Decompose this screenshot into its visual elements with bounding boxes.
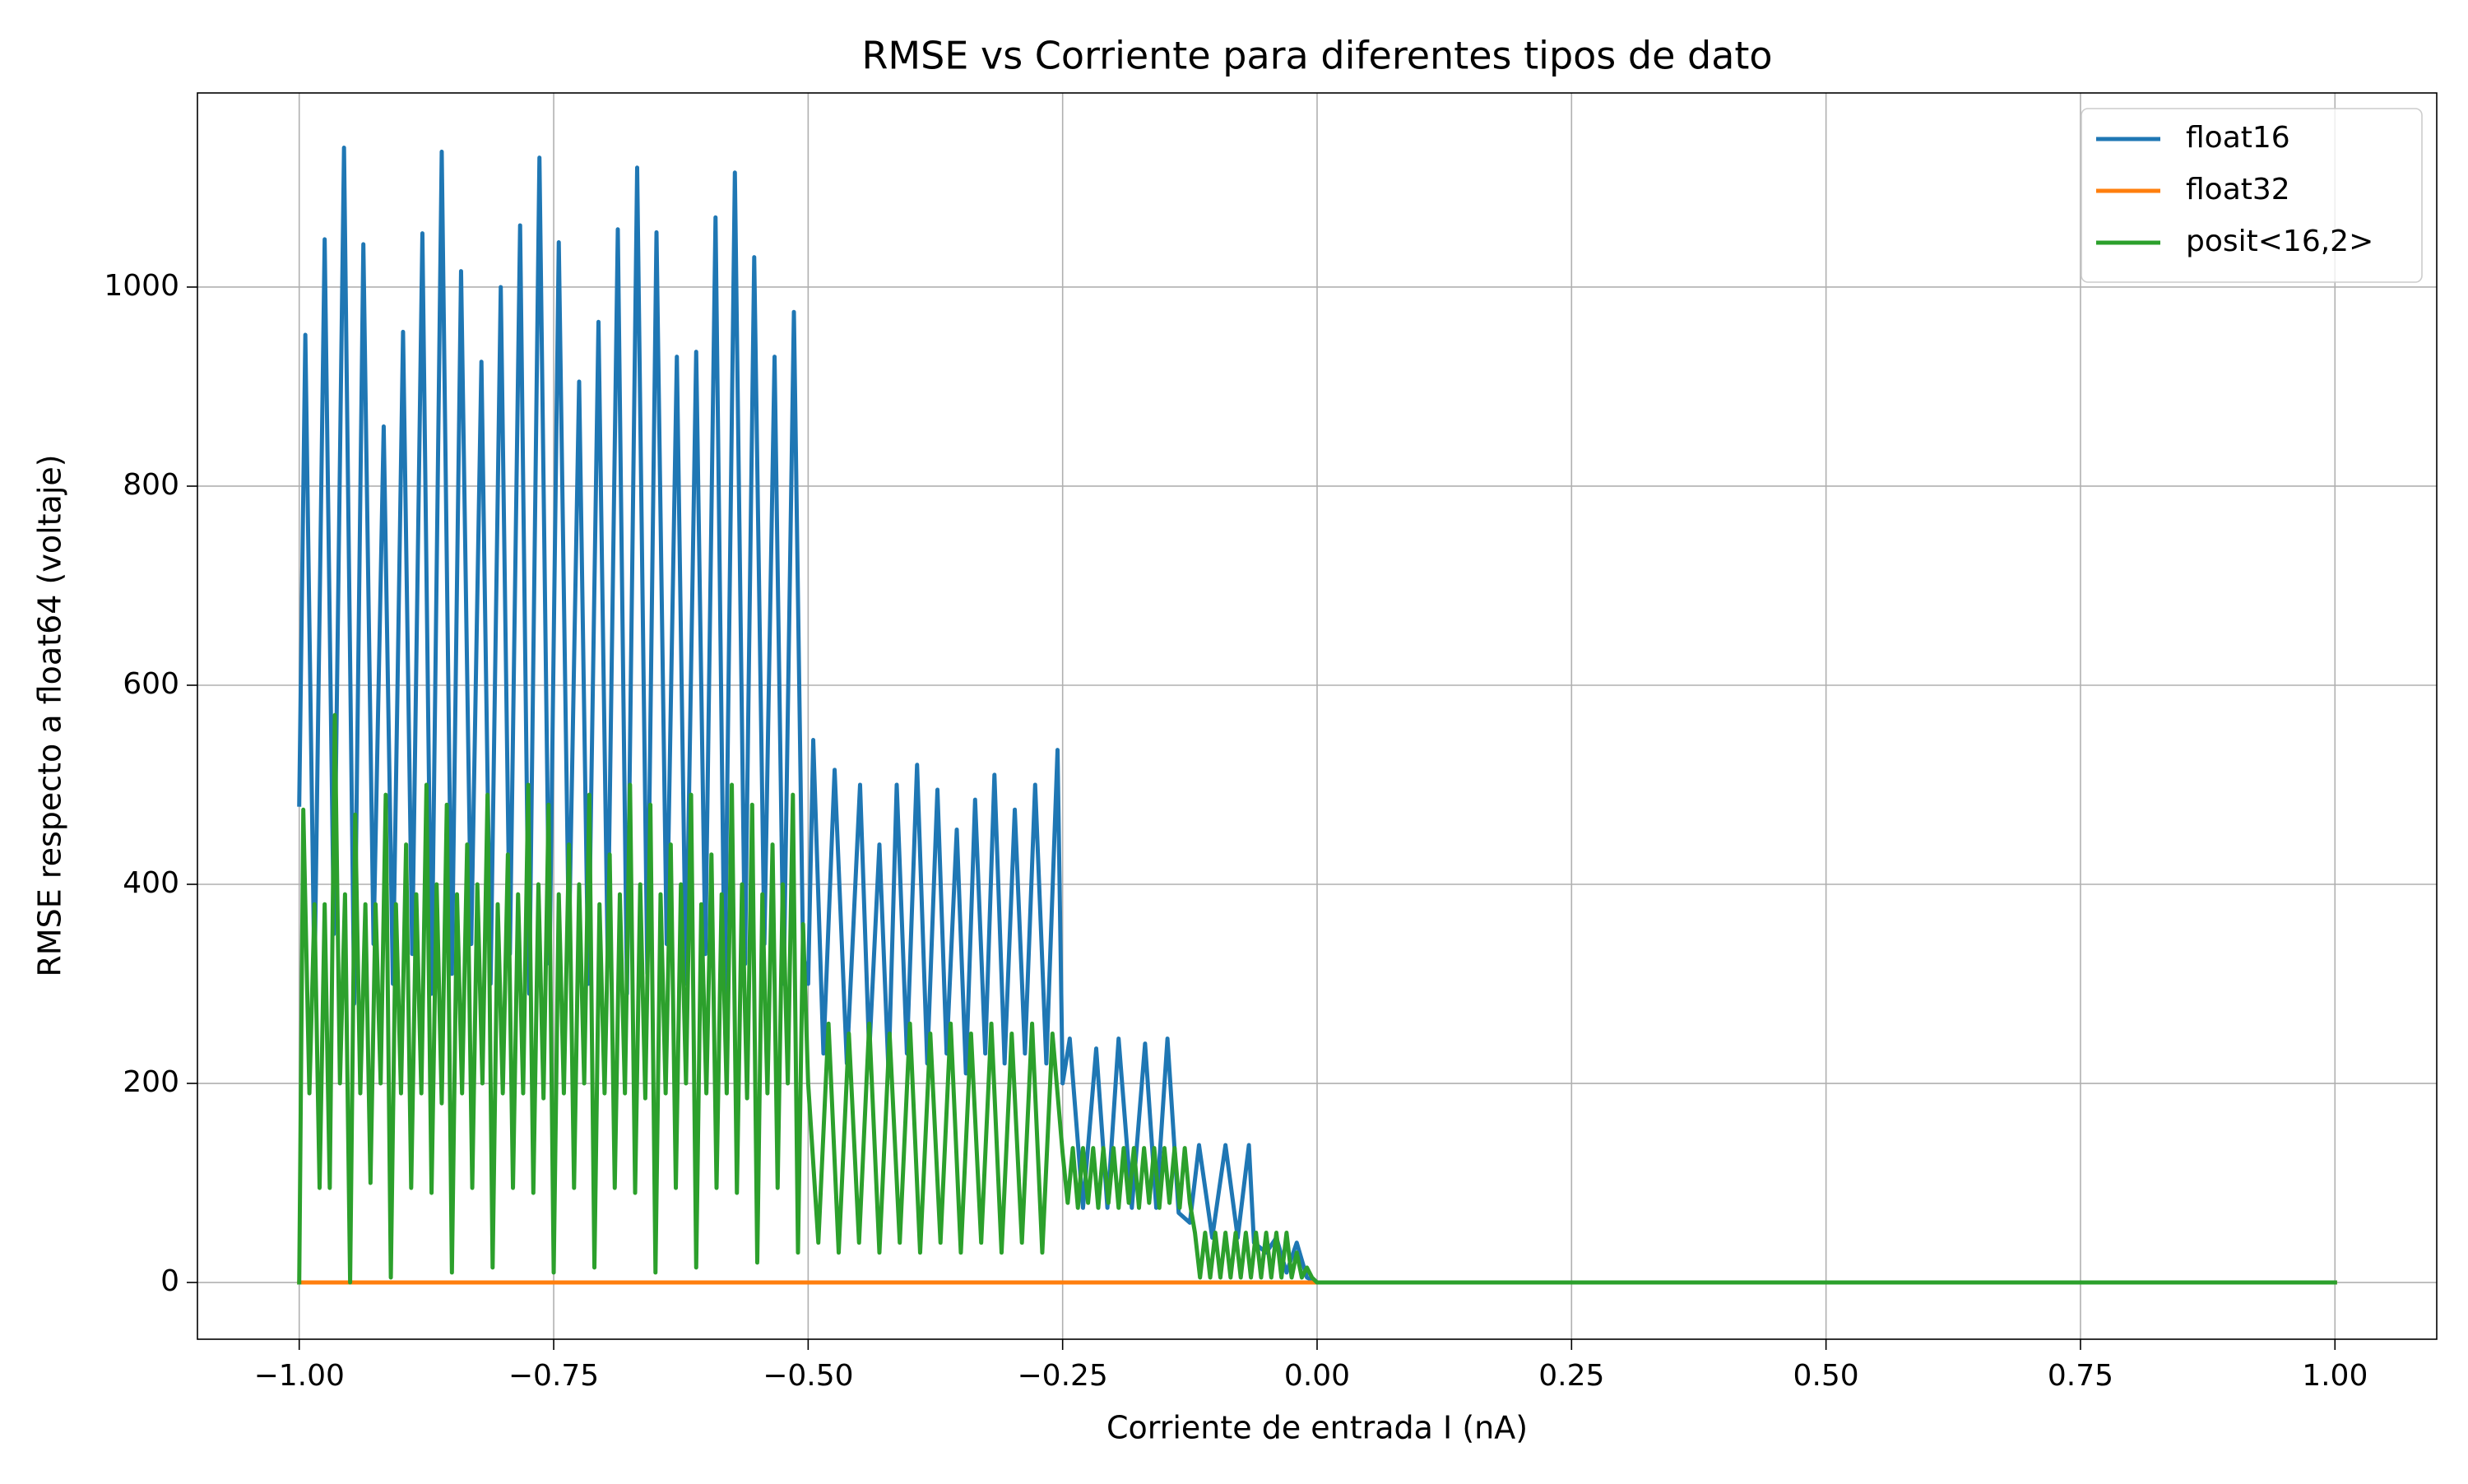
legend: float16 float32 posit<16,2>: [2081, 108, 2423, 283]
legend-label: float32: [2186, 173, 2290, 206]
y-axis-label: RMSE respecto a float64 (voltaje): [32, 454, 68, 976]
line-series: [297, 146, 2337, 1285]
legend-label: float16: [2186, 121, 2290, 155]
y-tick-label: 200: [123, 1065, 179, 1099]
x-tick-label: 0.75: [2048, 1359, 2113, 1393]
x-tick-label: −0.25: [1018, 1359, 1108, 1393]
y-tick-label: 400: [123, 866, 179, 900]
x-tick-label: 0.25: [1538, 1359, 1604, 1393]
x-tick-label: −0.75: [508, 1359, 599, 1393]
x-axis-label: Corriente de entrada I (nA): [1106, 1410, 1528, 1446]
y-tick-label: 1000: [104, 269, 179, 303]
legend-box: [2081, 108, 2423, 283]
y-tick-label: 800: [123, 468, 179, 502]
y-tick-label: 0: [160, 1264, 179, 1298]
x-tick-label: 1.00: [2302, 1359, 2368, 1393]
x-tick-label: −0.50: [763, 1359, 853, 1393]
x-tick-label: 0.00: [1284, 1359, 1350, 1393]
chart-title: RMSE vs Corriente para diferentes tipos …: [861, 34, 1772, 78]
x-tick-label: 0.50: [1793, 1359, 1859, 1393]
y-tick-label: 600: [123, 667, 179, 701]
ticks: −1.00 −0.75 −0.50 −0.25 0.00 0.25 0.50 0.75 1.00…: [104, 269, 2368, 1393]
legend-label: posit<16,2>: [2186, 225, 2373, 258]
plot-area: [297, 146, 2337, 1285]
x-tick-label: −1.00: [254, 1359, 345, 1393]
line-series: [297, 712, 2337, 1285]
